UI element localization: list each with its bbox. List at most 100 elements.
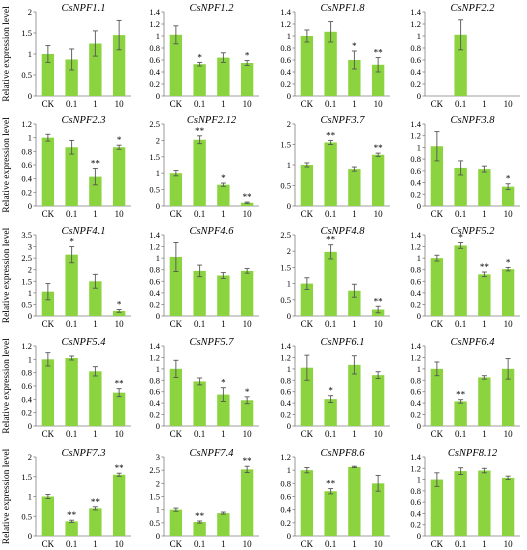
x-tick-label: CK: [42, 209, 55, 219]
bar: [371, 375, 385, 426]
y-tick-label: 0: [28, 421, 32, 431]
y-tick-label: 1: [417, 142, 421, 152]
significance-label: *: [352, 41, 357, 51]
y-tick-label: 1: [156, 364, 160, 374]
chart-title: CsNPF3.8: [450, 115, 495, 126]
y-tick-label: 1.2: [149, 242, 160, 252]
bar: [348, 466, 361, 536]
bar: [348, 364, 361, 426]
x-tick-label: 1: [482, 99, 487, 109]
y-tick-label: 0.2: [410, 79, 421, 89]
y-tick-label: 1.4: [149, 341, 160, 351]
bar: [112, 35, 126, 96]
y-tick-label: 0.8: [149, 375, 160, 385]
y-tick-label: 0.6: [280, 55, 291, 65]
y-tick-label: 0: [28, 311, 32, 321]
x-tick-label: 1: [352, 319, 357, 329]
y-tick-label: 0.8: [21, 368, 32, 378]
y-tick-label: 0: [156, 311, 160, 321]
y-tick-label: 0.8: [410, 375, 421, 385]
y-tick-label: 1.4: [410, 452, 421, 462]
x-tick-label: CK: [431, 539, 444, 549]
chart-title: CsNPF5.7: [189, 337, 234, 348]
bar: [193, 139, 206, 206]
y-tick-label: 1: [287, 160, 291, 170]
significance-label: *: [245, 387, 250, 397]
bar: [371, 154, 385, 206]
x-tick-label: 0.1: [325, 209, 336, 219]
bar: [169, 173, 183, 206]
bar: [478, 470, 491, 536]
y-tick-label: 2: [156, 478, 160, 488]
y-tick-label: 2.5: [21, 253, 32, 263]
y-tick-label: 0.6: [21, 160, 32, 170]
y-tick-label: 1: [417, 31, 421, 41]
y-tick-label: 0.8: [410, 265, 421, 275]
bar: [112, 147, 126, 206]
y-tick-label: 0: [156, 91, 160, 101]
y-tick-label: 1: [287, 31, 291, 41]
x-tick-label: 10: [115, 209, 125, 219]
y-tick-label: 1: [156, 168, 160, 178]
x-tick-label: 1: [352, 539, 357, 549]
bar: [348, 60, 361, 96]
bar: [430, 368, 444, 426]
chart-title: CsNPF2.12: [187, 115, 237, 126]
x-tick-label: 10: [374, 319, 384, 329]
y-tick-label: 0.4: [410, 178, 421, 188]
y-tick-label: 2.5: [149, 465, 160, 475]
x-tick-label: 0.1: [325, 319, 336, 329]
y-tick-label: 0.2: [149, 79, 160, 89]
x-tick-label: 1: [352, 99, 357, 109]
bar: [240, 270, 254, 316]
y-tick-label: 0.8: [280, 43, 291, 53]
bar: [454, 34, 467, 96]
y-tick-label: 2: [28, 7, 32, 17]
chart-title: CsNPF1.8: [320, 3, 365, 14]
y-tick-label: 0.5: [149, 185, 160, 195]
x-tick-label: 1: [93, 429, 98, 439]
chart-title: CsNPF4.1: [61, 226, 105, 237]
x-tick-label: 10: [115, 539, 125, 549]
bar: [169, 34, 183, 96]
bar: [300, 470, 314, 536]
significance-label: *: [117, 300, 122, 310]
y-tick-label: 0.8: [410, 154, 421, 164]
significance-label: *: [328, 386, 333, 396]
x-tick-label: 10: [374, 429, 384, 439]
x-tick-label: 1: [93, 99, 98, 109]
bar: [324, 491, 337, 536]
significance-label: **: [243, 456, 253, 466]
y-tick-label: 0: [287, 421, 291, 431]
y-tick-label: 0.4: [149, 67, 160, 77]
bar: [41, 291, 55, 316]
y-tick-label: 0.5: [280, 181, 291, 191]
y-tick-label: 0.6: [149, 55, 160, 65]
bar: [89, 371, 102, 426]
bar: [89, 176, 102, 206]
y-tick-label: 0: [287, 91, 291, 101]
x-tick-label: CK: [431, 99, 444, 109]
y-tick-label: 1.2: [410, 463, 421, 473]
y-tick-label: 1: [417, 364, 421, 374]
chart-title: CsNPF8.12: [448, 448, 498, 459]
x-tick-label: CK: [170, 209, 183, 219]
y-tick-label: 0: [417, 201, 421, 211]
y-tick-label: 1.2: [410, 242, 421, 252]
y-tick-label: 0.4: [21, 174, 32, 184]
y-tick-label: 1: [28, 288, 32, 298]
significance-label: **: [326, 479, 336, 489]
y-tick-label: 0.6: [410, 276, 421, 286]
y-tick-label: 1.2: [280, 19, 291, 29]
x-tick-label: 1: [93, 209, 98, 219]
x-tick-label: 0.1: [194, 209, 205, 219]
x-tick-label: 10: [504, 99, 514, 109]
y-tick-label: 0: [28, 531, 32, 541]
x-tick-label: CK: [42, 99, 55, 109]
bar: [501, 477, 515, 536]
significance-label: **: [374, 48, 384, 58]
x-tick-label: 10: [374, 99, 384, 109]
y-tick-label: 1.2: [149, 352, 160, 362]
y-tick-label: 3.5: [21, 230, 32, 240]
bar: [501, 186, 515, 206]
